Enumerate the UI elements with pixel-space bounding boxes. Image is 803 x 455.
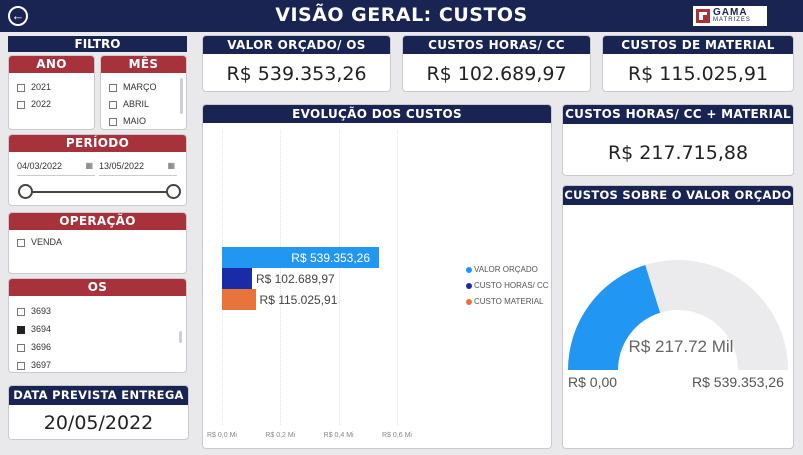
mes-option-marco[interactable]: MARÇO [109,82,157,92]
back-arrow-icon[interactable]: ← [8,6,28,26]
kpi-custos-horas-value: R$ 102.689,97 [426,63,567,85]
kpi-custos-material-title: CUSTOS DE MATERIAL [603,36,793,54]
checkbox-icon [17,83,25,92]
ano-option-2021[interactable]: 2021 [17,82,51,92]
gauge-max-label: R$ 539.353,26 [692,374,784,390]
operacao-option-venda[interactable]: VENDA [17,237,62,247]
bar-data-label-2: R$ 115.025,91 [259,293,338,307]
filter-os: OS 3693 3694 3696 3697 [8,278,187,373]
top-bar [0,0,803,32]
kpi-custos-total-title: CUSTOS HORAS/ CC + MATERIAL [563,105,793,124]
checkbox-icon [109,100,117,109]
legend-item-valor-orcado[interactable]: VALOR ORÇADO [466,265,538,274]
checkbox-icon [109,117,117,126]
x-gridline [397,130,398,425]
os-option-3694[interactable]: 3694 [17,324,51,334]
x-gridline [280,130,282,425]
logo-mark-icon [696,9,710,23]
delivery-date-value: 20/05/2022 [43,412,154,434]
period-slider-track [26,191,174,193]
gauge-min-label: R$ 0,00 [568,374,618,390]
filter-mes: MÊS MARÇO ABRIL MAIO [100,55,187,130]
x-tick-label: R$ 0,0 Mi [207,432,237,439]
bar-2[interactable] [222,289,256,310]
company-logo: GAMA MATRIZES [693,6,767,26]
period-slider-start-handle[interactable] [18,184,33,199]
calendar-icon: ▦ [167,161,175,170]
os-scrollbar[interactable] [179,331,182,343]
ano-option-2022[interactable]: 2022 [17,99,51,109]
filter-title [8,36,187,52]
checkbox-icon [17,361,25,370]
filter-mes-title: MÊS [101,56,186,73]
calendar-icon: ▦ [85,161,93,170]
kpi-custos-material-value: R$ 115.025,91 [627,63,769,85]
kpi-custos-total: CUSTOS HORAS/ CC + MATERIAL R$ 217.715,8… [562,104,794,176]
os-option-3696[interactable]: 3696 [17,342,51,352]
mes-option-abril[interactable]: ABRIL [109,99,149,109]
legend-item-custo-horas[interactable]: CUSTO HORAS/ CC [466,281,549,290]
bar-0[interactable] [222,247,380,268]
checkbox-icon [17,238,25,247]
filter-periodo-title: PERÍODO [9,135,186,152]
period-end-input[interactable]: 13/05/2022 ▦ [99,161,177,176]
bar-data-label-1: R$ 102.689,97 [255,272,335,286]
kpi-custos-horas: CUSTOS HORAS/ CC R$ 102.689,97 [402,35,591,92]
kpi-custos-material: CUSTOS DE MATERIAL R$ 115.025,91 [602,35,794,92]
x-tick-label: R$ 0,4 Mi [323,432,354,439]
filter-ano: ANO 2021 2022 [8,55,95,130]
checkbox-icon [17,100,25,109]
mes-option-maio[interactable]: MAIO [109,116,146,126]
chart-evolucao-custos: EVOLUÇÃO DOS CUSTOS [202,104,552,449]
bar-data-label-0: R$ 539.353,26 [291,251,371,265]
chart-evolucao-title: EVOLUÇÃO DOS CUSTOS [203,105,551,123]
legend-dot-icon [466,282,472,289]
kpi-custos-horas-title: CUSTOS HORAS/ CC [403,36,590,54]
x-tick-label: R$ 0,6 Mi [382,432,412,439]
gauge-chart [568,260,788,370]
os-option-3697[interactable]: 3697 [17,360,51,370]
gauge-fill [568,264,661,370]
checkbox-icon [17,343,25,352]
bar-1[interactable] [222,268,252,289]
page-title: VISÃO GERAL: CUSTOS [275,4,528,26]
kpi-valor-orcado-title: VALOR ORÇADO/ OS [203,36,390,54]
filter-title-label: FILTRO [74,37,121,51]
legend-dot-icon [466,298,472,305]
filter-operacao: OPERAÇÃO VENDA [8,212,187,274]
checkbox-checked-icon [17,325,25,334]
filter-operacao-title: OPERAÇÃO [9,213,186,230]
legend-item-custo-material[interactable]: CUSTO MATERIAL [466,297,544,306]
checkbox-icon [17,307,25,316]
logo-subtext: MATRIZES [713,17,751,23]
os-option-3693[interactable]: 3693 [17,306,51,316]
delivery-date-card: DATA PREVISTA ENTREGA 20/05/2022 [8,385,189,440]
mes-scrollbar[interactable] [180,78,183,114]
checkbox-icon [109,83,117,92]
kpi-custos-total-value: R$ 217.715,88 [607,142,749,164]
period-slider-end-handle[interactable] [166,184,181,199]
filter-os-title: OS [9,279,186,296]
filter-periodo: PERÍODO 04/03/2022 ▦ 13/05/2022 ▦ [8,134,187,206]
kpi-valor-orcado: VALOR ORÇADO/ OS R$ 539.353,26 [202,35,391,92]
filter-ano-title: ANO [9,56,94,73]
period-start-input[interactable]: 04/03/2022 ▦ [17,161,95,176]
gauge-value-label: R$ 217.72 Mil [628,337,734,356]
kpi-valor-orcado-value: R$ 539.353,26 [226,63,367,85]
gauge-title: CUSTOS SOBRE O VALOR ORÇADO [563,186,793,205]
legend-dot-icon [466,266,472,273]
logo-text: GAMA [713,7,748,18]
x-tick-label: R$ 0,2 Mi [265,432,296,439]
delivery-date-title: DATA PREVISTA ENTREGA [9,386,188,405]
x-gridline [338,130,340,425]
